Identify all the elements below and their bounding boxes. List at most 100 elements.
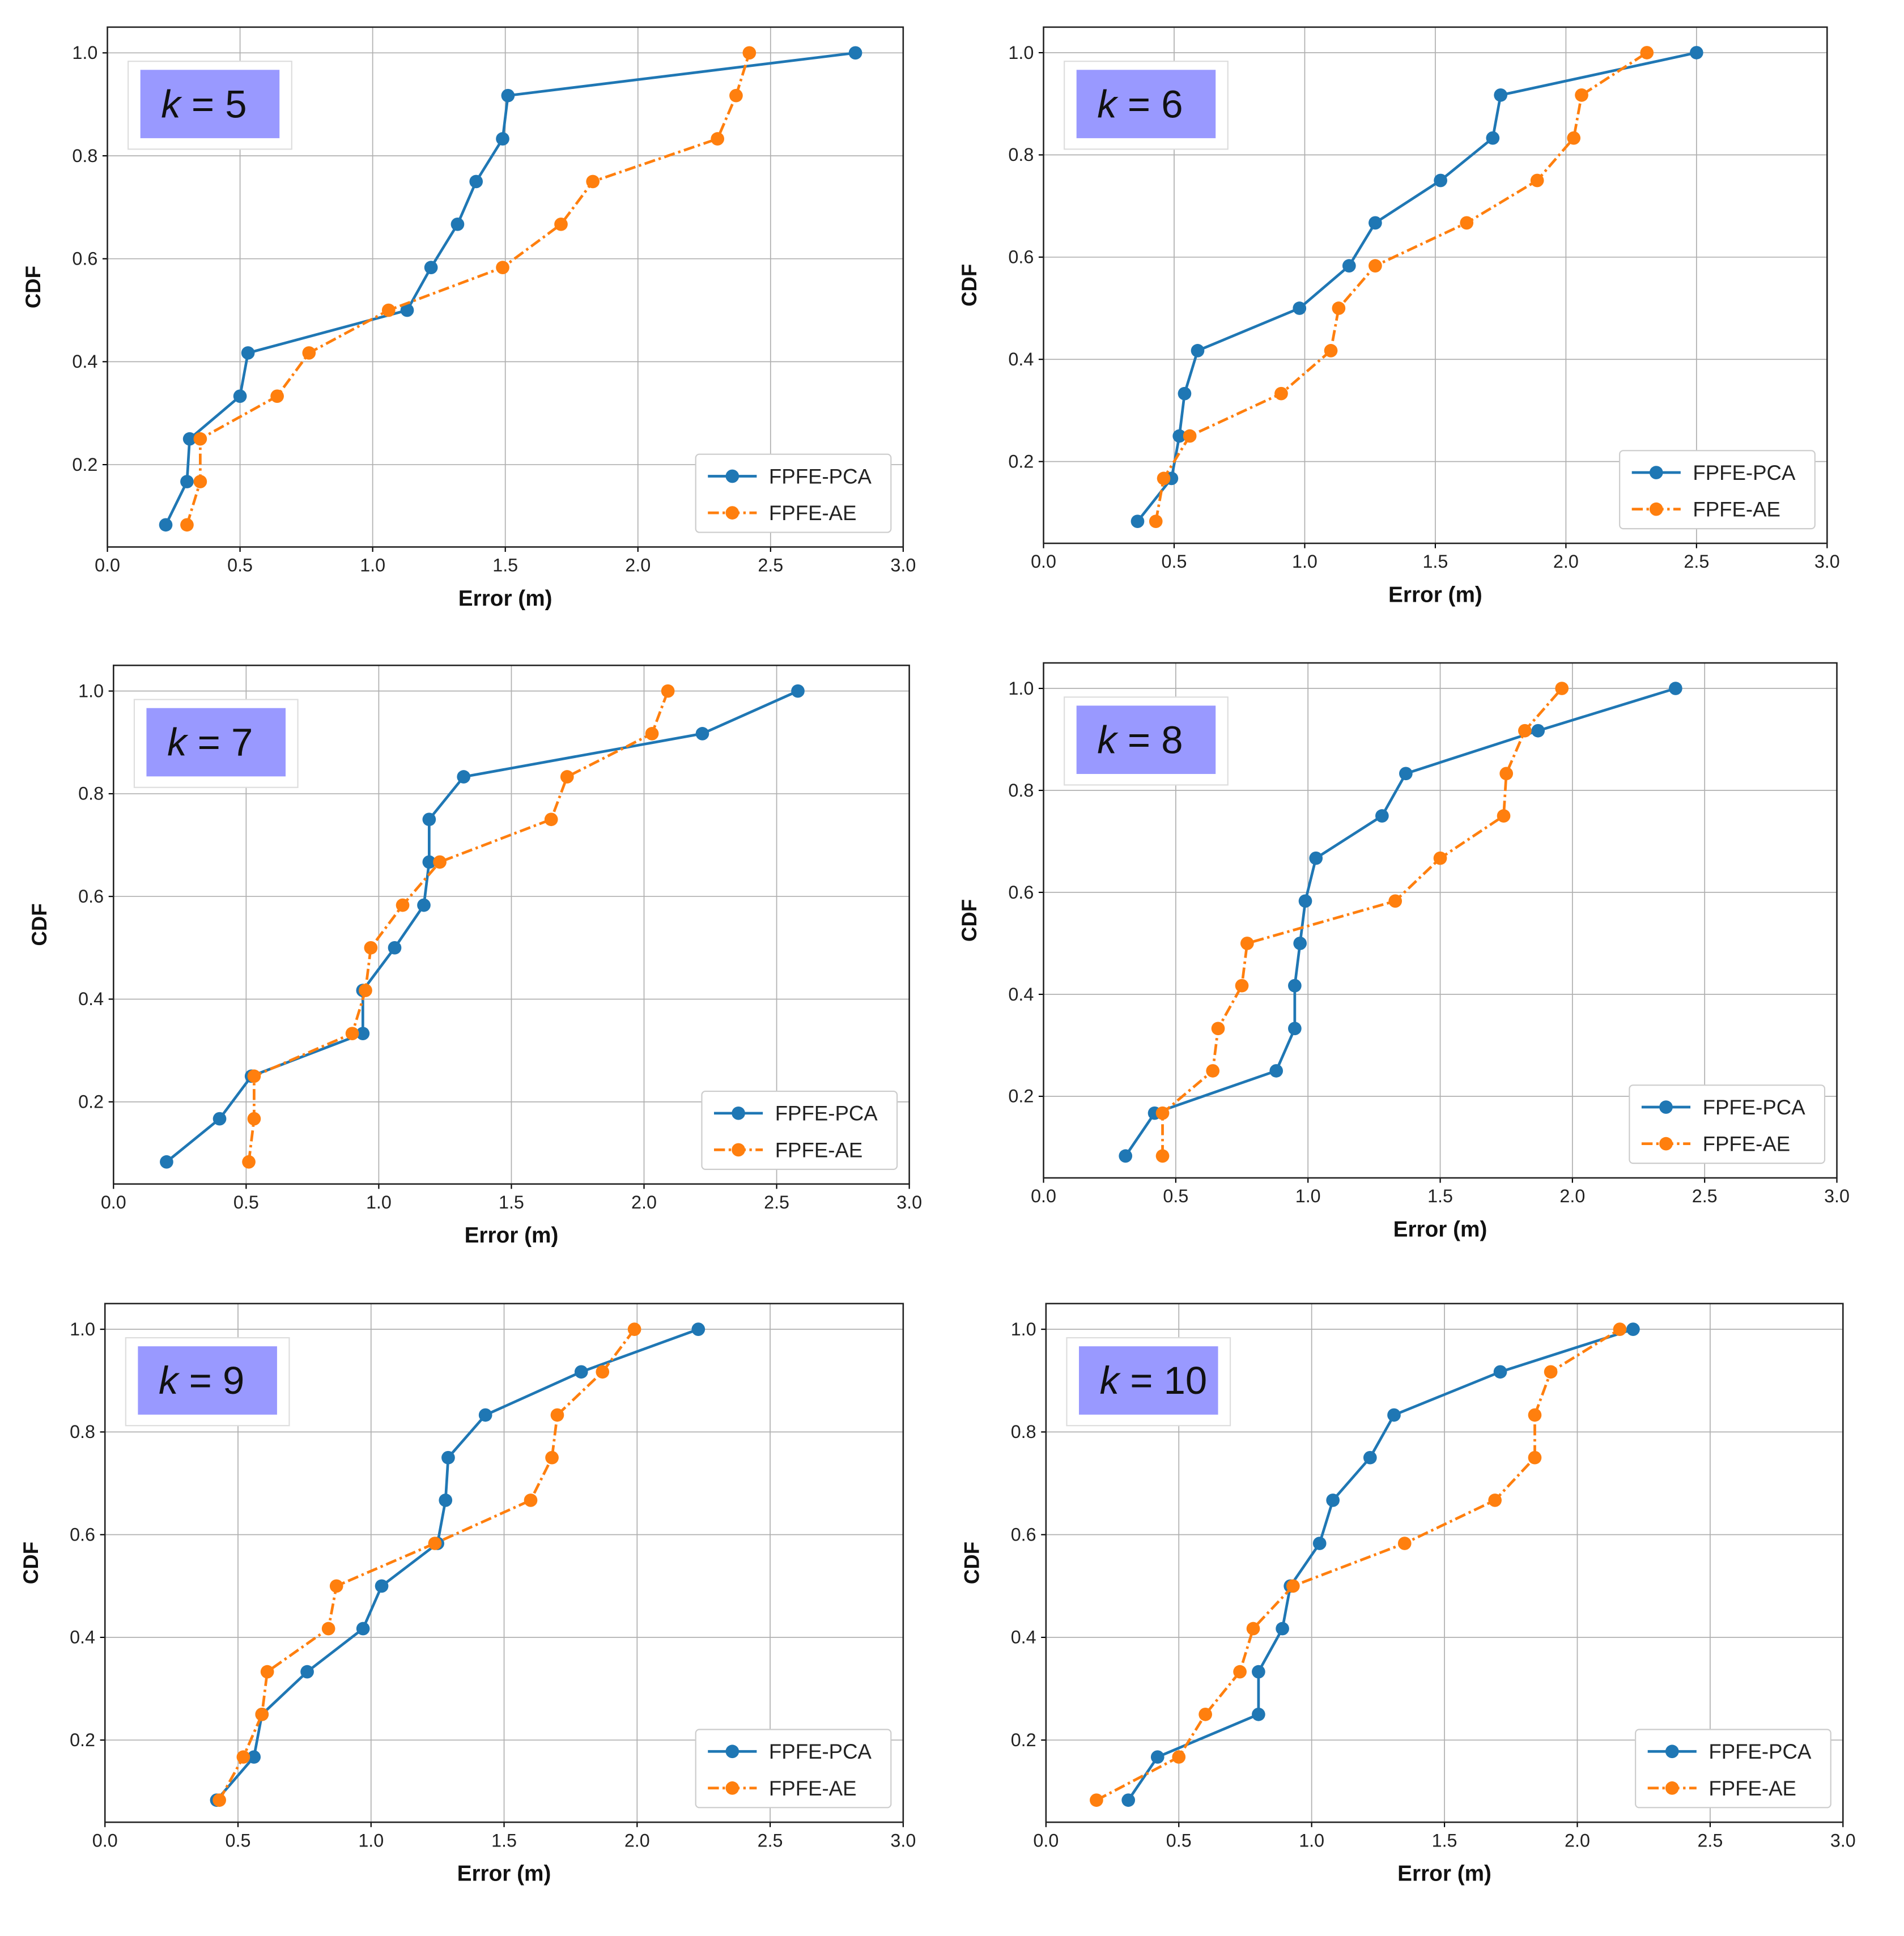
data-point-fpfe-pca — [1669, 682, 1682, 695]
y-tick-label: 0.8 — [1008, 780, 1034, 801]
data-point-fpfe-pca — [422, 812, 436, 827]
legend-swatch-marker — [1649, 502, 1663, 516]
data-point-fpfe-ae — [1433, 851, 1447, 865]
chart-panel-6: 0.0 0.5 1.0 1.5 2.0 2.5 3.0 0.2 0.4 0.6 0.8 1.0 Erro… — [960, 1303, 1856, 1886]
data-point-fpfe-pca — [1288, 1022, 1302, 1036]
y-tick-label: 0.6 — [70, 1524, 95, 1544]
x-tick-label: 2.0 — [631, 1192, 657, 1212]
x-tick-label: 1.5 — [492, 555, 518, 576]
data-point-fpfe-ae — [247, 1069, 261, 1083]
k-label-background — [138, 1346, 277, 1415]
k-label-box: k = 7 — [133, 699, 299, 788]
y-tick-label: 0.4 — [70, 1627, 95, 1648]
data-point-fpfe-ae — [1555, 682, 1569, 695]
x-tick-label: 0.0 — [101, 1192, 126, 1212]
data-point-fpfe-pca — [422, 855, 436, 869]
legend-swatch-marker — [725, 506, 740, 520]
y-tick-label: 0.2 — [1008, 451, 1034, 471]
legend-label: FPFE-AE — [1708, 1777, 1796, 1800]
data-point-fpfe-ae — [1206, 1064, 1220, 1078]
y-tick-label: 0.4 — [78, 989, 104, 1009]
y-tick-label: 0.6 — [1008, 882, 1034, 903]
legend-label: FPFE-AE — [1703, 1133, 1791, 1156]
series-line-fpfe-pca — [1124, 687, 1676, 1157]
x-tick-label: 1.0 — [1295, 1186, 1321, 1206]
legend-swatch-marker — [1665, 1781, 1679, 1795]
x-tick-label: 3.0 — [890, 555, 916, 576]
data-point-fpfe-pca — [1130, 514, 1145, 529]
x-tick-label: 2.0 — [624, 1830, 650, 1850]
data-point-fpfe-ae — [1332, 301, 1346, 315]
x-tick-label: 0.0 — [1033, 1830, 1059, 1850]
legend: FPFE-PCA FPFE-AE — [1619, 450, 1816, 530]
data-point-fpfe-pca — [1690, 46, 1703, 59]
data-point-fpfe-ae — [212, 1793, 226, 1807]
data-point-fpfe-ae — [359, 984, 372, 997]
chart-panel-4: 0.0 0.5 1.0 1.5 2.0 2.5 3.0 0.2 0.4 0.6 0.8 1.0 Erro… — [958, 662, 1850, 1241]
x-tick-label: 0.5 — [1163, 1186, 1188, 1206]
data-point-fpfe-pca — [450, 217, 465, 231]
y-axis-label: CDF — [958, 264, 981, 307]
data-point-fpfe-pca — [356, 1027, 370, 1041]
data-point-fpfe-pca — [1276, 1622, 1289, 1636]
data-point-fpfe-pca — [469, 175, 483, 189]
data-point-fpfe-ae — [1286, 1579, 1300, 1593]
data-point-fpfe-ae — [1198, 1708, 1212, 1721]
data-point-fpfe-pca — [1293, 301, 1307, 315]
k-value: = 8 — [1117, 718, 1183, 761]
data-point-fpfe-ae — [524, 1494, 538, 1507]
y-tick-label: 0.6 — [1011, 1524, 1036, 1544]
data-point-fpfe-ae — [381, 303, 396, 317]
legend-label: FPFE-AE — [769, 1777, 857, 1800]
data-point-fpfe-ae — [1235, 978, 1249, 993]
data-point-fpfe-ae — [1460, 216, 1474, 230]
x-tick-label: 3.0 — [1824, 1186, 1850, 1206]
data-point-fpfe-pca — [1375, 809, 1389, 823]
data-point-fpfe-ae — [329, 1579, 343, 1593]
k-label-box: k = 6 — [1064, 61, 1229, 150]
series-line-fpfe-ae — [1154, 52, 1648, 522]
chart-panel-3: 0.0 0.5 1.0 1.5 2.0 2.5 3.0 0.2 0.4 0.6 0.8 1.0 Erro… — [28, 665, 922, 1248]
y-tick-label: 1.0 — [72, 42, 97, 63]
data-point-fpfe-pca — [1172, 429, 1187, 443]
k-value: = 6 — [1117, 82, 1183, 126]
y-tick-label: 0.2 — [70, 1730, 95, 1750]
series-line-fpfe-ae — [1161, 687, 1563, 1156]
data-point-fpfe-ae — [1183, 429, 1197, 443]
legend: FPFE-PCA FPFE-AE — [695, 1729, 892, 1809]
data-point-fpfe-ae — [255, 1708, 269, 1721]
data-point-fpfe-ae — [364, 941, 378, 955]
chart-panel-5: 0.0 0.5 1.0 1.5 2.0 2.5 3.0 0.2 0.4 0.6 0.8 1.0 Erro… — [19, 1303, 916, 1886]
data-point-fpfe-pca — [848, 46, 862, 60]
x-tick-label: 1.5 — [499, 1192, 524, 1212]
series-line-fpfe-pca — [1127, 1327, 1634, 1801]
data-point-fpfe-ae — [711, 132, 725, 146]
data-point-fpfe-pca — [441, 1450, 455, 1465]
data-point-fpfe-pca — [1494, 88, 1507, 102]
data-point-fpfe-pca — [574, 1365, 588, 1379]
legend-swatch-marker — [725, 1781, 740, 1795]
x-tick-label: 2.0 — [1553, 551, 1579, 572]
data-point-fpfe-ae — [1497, 809, 1511, 823]
y-tick-label: 0.4 — [72, 351, 97, 372]
axes-frame — [104, 1303, 904, 1823]
x-tick-label: 2.0 — [1565, 1830, 1590, 1850]
x-tick-label: 2.5 — [758, 1830, 783, 1850]
y-tick-label: 0.8 — [78, 784, 104, 804]
k-symbol: k — [159, 1359, 180, 1402]
legend-swatch-marker — [732, 1143, 745, 1157]
y-tick-label: 0.8 — [1011, 1422, 1036, 1442]
y-tick-label: 1.0 — [1008, 678, 1034, 699]
legend-label: FPFE-PCA — [775, 1102, 878, 1125]
data-point-fpfe-ae — [1149, 514, 1163, 529]
x-tick-label: 0.5 — [233, 1192, 259, 1212]
data-point-fpfe-ae — [396, 898, 410, 912]
legend: FPFE-PCA FPFE-AE — [695, 453, 892, 533]
data-point-fpfe-pca — [417, 898, 431, 912]
x-tick-label: 0.0 — [1031, 551, 1056, 572]
data-point-fpfe-pca — [1269, 1064, 1284, 1078]
data-point-fpfe-pca — [375, 1579, 389, 1593]
legend-swatch-marker — [1659, 1137, 1673, 1151]
y-tick-label: 0.2 — [72, 454, 97, 475]
legend-label: FPFE-PCA — [1708, 1740, 1812, 1763]
